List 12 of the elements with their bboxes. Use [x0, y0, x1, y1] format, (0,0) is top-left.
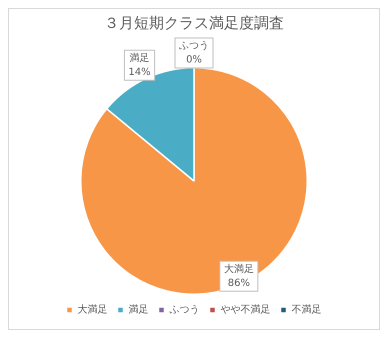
legend-label: やや不満足: [220, 304, 270, 316]
text: 0%: [186, 54, 202, 66]
slice-label: 大満足: [224, 262, 254, 275]
legend-label: 満足: [128, 304, 148, 316]
chart-title: ３月短期クラス満足度調査: [104, 14, 284, 32]
data-label: 86%: [228, 278, 250, 289]
legend-label: 大満足: [78, 304, 108, 316]
legend-label: ふつう: [168, 304, 200, 316]
legend-label: 不満足: [292, 304, 322, 316]
category-label: ふつう: [179, 40, 209, 52]
data-label: 14%: [128, 66, 151, 78]
slice-label: 満足: [130, 52, 150, 64]
